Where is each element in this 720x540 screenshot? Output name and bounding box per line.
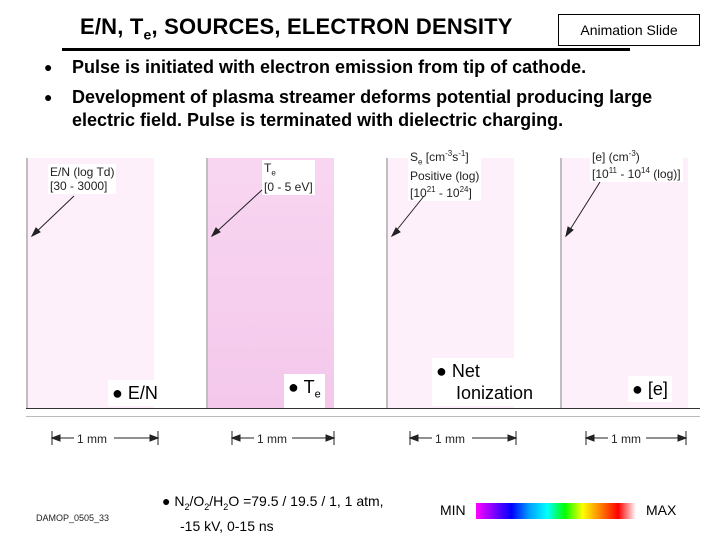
- colorbar-max-label: MAX: [646, 502, 677, 518]
- conditions-bullet: ● N2/O2/H2O =79.5 / 19.5 / 1, 1 atm, -15…: [162, 493, 384, 534]
- panel-te-indicator: ● Te: [284, 374, 325, 408]
- bullet-dot-icon: ●: [44, 59, 53, 75]
- title-underline: [62, 48, 630, 51]
- scale-label: 1 mm: [435, 432, 465, 446]
- slide-id: DAMOP_0505_33: [36, 513, 110, 523]
- panel-density-indicator: ● [e]: [628, 376, 672, 402]
- scale-label: 1 mm: [77, 432, 107, 446]
- panel-te-label: Te [0 - 5 eV]: [262, 160, 315, 196]
- panel-en-indicator: ● E/N: [108, 380, 162, 406]
- animation-slide-badge: Animation Slide: [558, 14, 700, 46]
- scale-label: 1 mm: [257, 432, 287, 446]
- panel-en: [26, 158, 154, 408]
- panel-te: [206, 158, 334, 408]
- colorbar-min-label: MIN: [440, 502, 466, 518]
- panel-en-label: E/N (log Td) [30 - 3000]: [48, 164, 117, 194]
- panel-sources-label: Se [cm-3s-1] Positive (log) [1021 - 1024…: [408, 146, 482, 202]
- scale-label: 1 mm: [611, 432, 641, 446]
- panel-density-label: [e] (cm-3) [1011 - 1014 (log)]: [590, 146, 683, 182]
- panel-sources-indicator: ● Net Ionization: [432, 358, 538, 406]
- colorbar: [476, 503, 636, 519]
- scale-bars: [50, 431, 688, 445]
- bullet-dot-icon: ●: [44, 89, 53, 105]
- page-title: E/N, Te, SOURCES, ELECTRON DENSITY: [80, 14, 513, 43]
- panel-baseline: [26, 408, 700, 409]
- panel-baseline-2: [26, 416, 700, 417]
- panel-density: [560, 158, 688, 408]
